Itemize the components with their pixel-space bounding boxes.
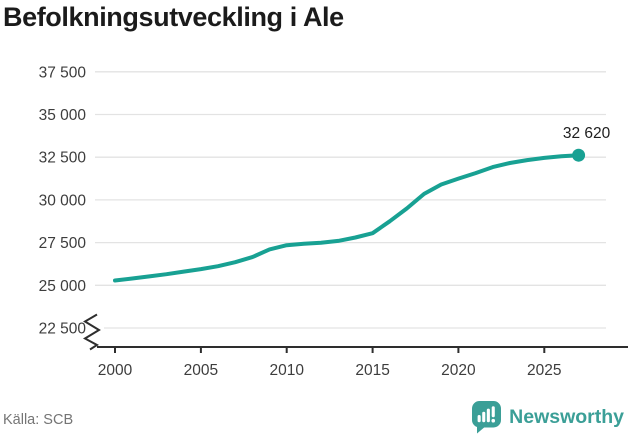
y-axis-tick-label: 27 500 [39, 235, 87, 252]
y-axis-tick-label: 32 500 [39, 150, 87, 167]
newsworthy-brand: Newsworthy [471, 400, 624, 434]
y-axis-tick-label: 35 000 [39, 107, 87, 124]
x-axis-tick-label: 2020 [441, 362, 476, 379]
population-series-line [113, 153, 581, 283]
brand-name: Newsworthy [509, 405, 624, 428]
logo-bar-1 [477, 415, 481, 423]
logo-exclamation-dot [491, 418, 496, 423]
end-point-value-label: 32 620 [563, 125, 611, 142]
newsworthy-logo-icon [472, 401, 502, 434]
y-axis-tick-label: 37 500 [39, 64, 87, 81]
logo-bar-2 [482, 411, 486, 423]
end-point-dot [572, 148, 586, 162]
logo-exclamation-bar [491, 406, 495, 418]
y-axis-tick-label: 30 000 [39, 192, 87, 209]
x-axis-tick-label: 2015 [355, 362, 389, 379]
source-note: Källa: SCB [3, 412, 74, 428]
x-axis-tick-label: 2025 [527, 362, 561, 379]
y-axis-tick-label: 22 500 [39, 321, 87, 338]
chart-title: Befolkningsutveckling i Ale [3, 2, 344, 32]
y-axis-tick-label: 25 000 [39, 278, 87, 295]
x-axis-tick-label: 2010 [269, 362, 304, 379]
x-axis-tick-label: 2005 [184, 362, 218, 379]
logo-bar-3 [486, 408, 491, 423]
y-axis-break-icon [82, 313, 101, 351]
x-axis-tick-label: 2000 [98, 362, 133, 379]
logo-bubble [472, 401, 502, 428]
logo-bubble-tail [477, 425, 487, 434]
